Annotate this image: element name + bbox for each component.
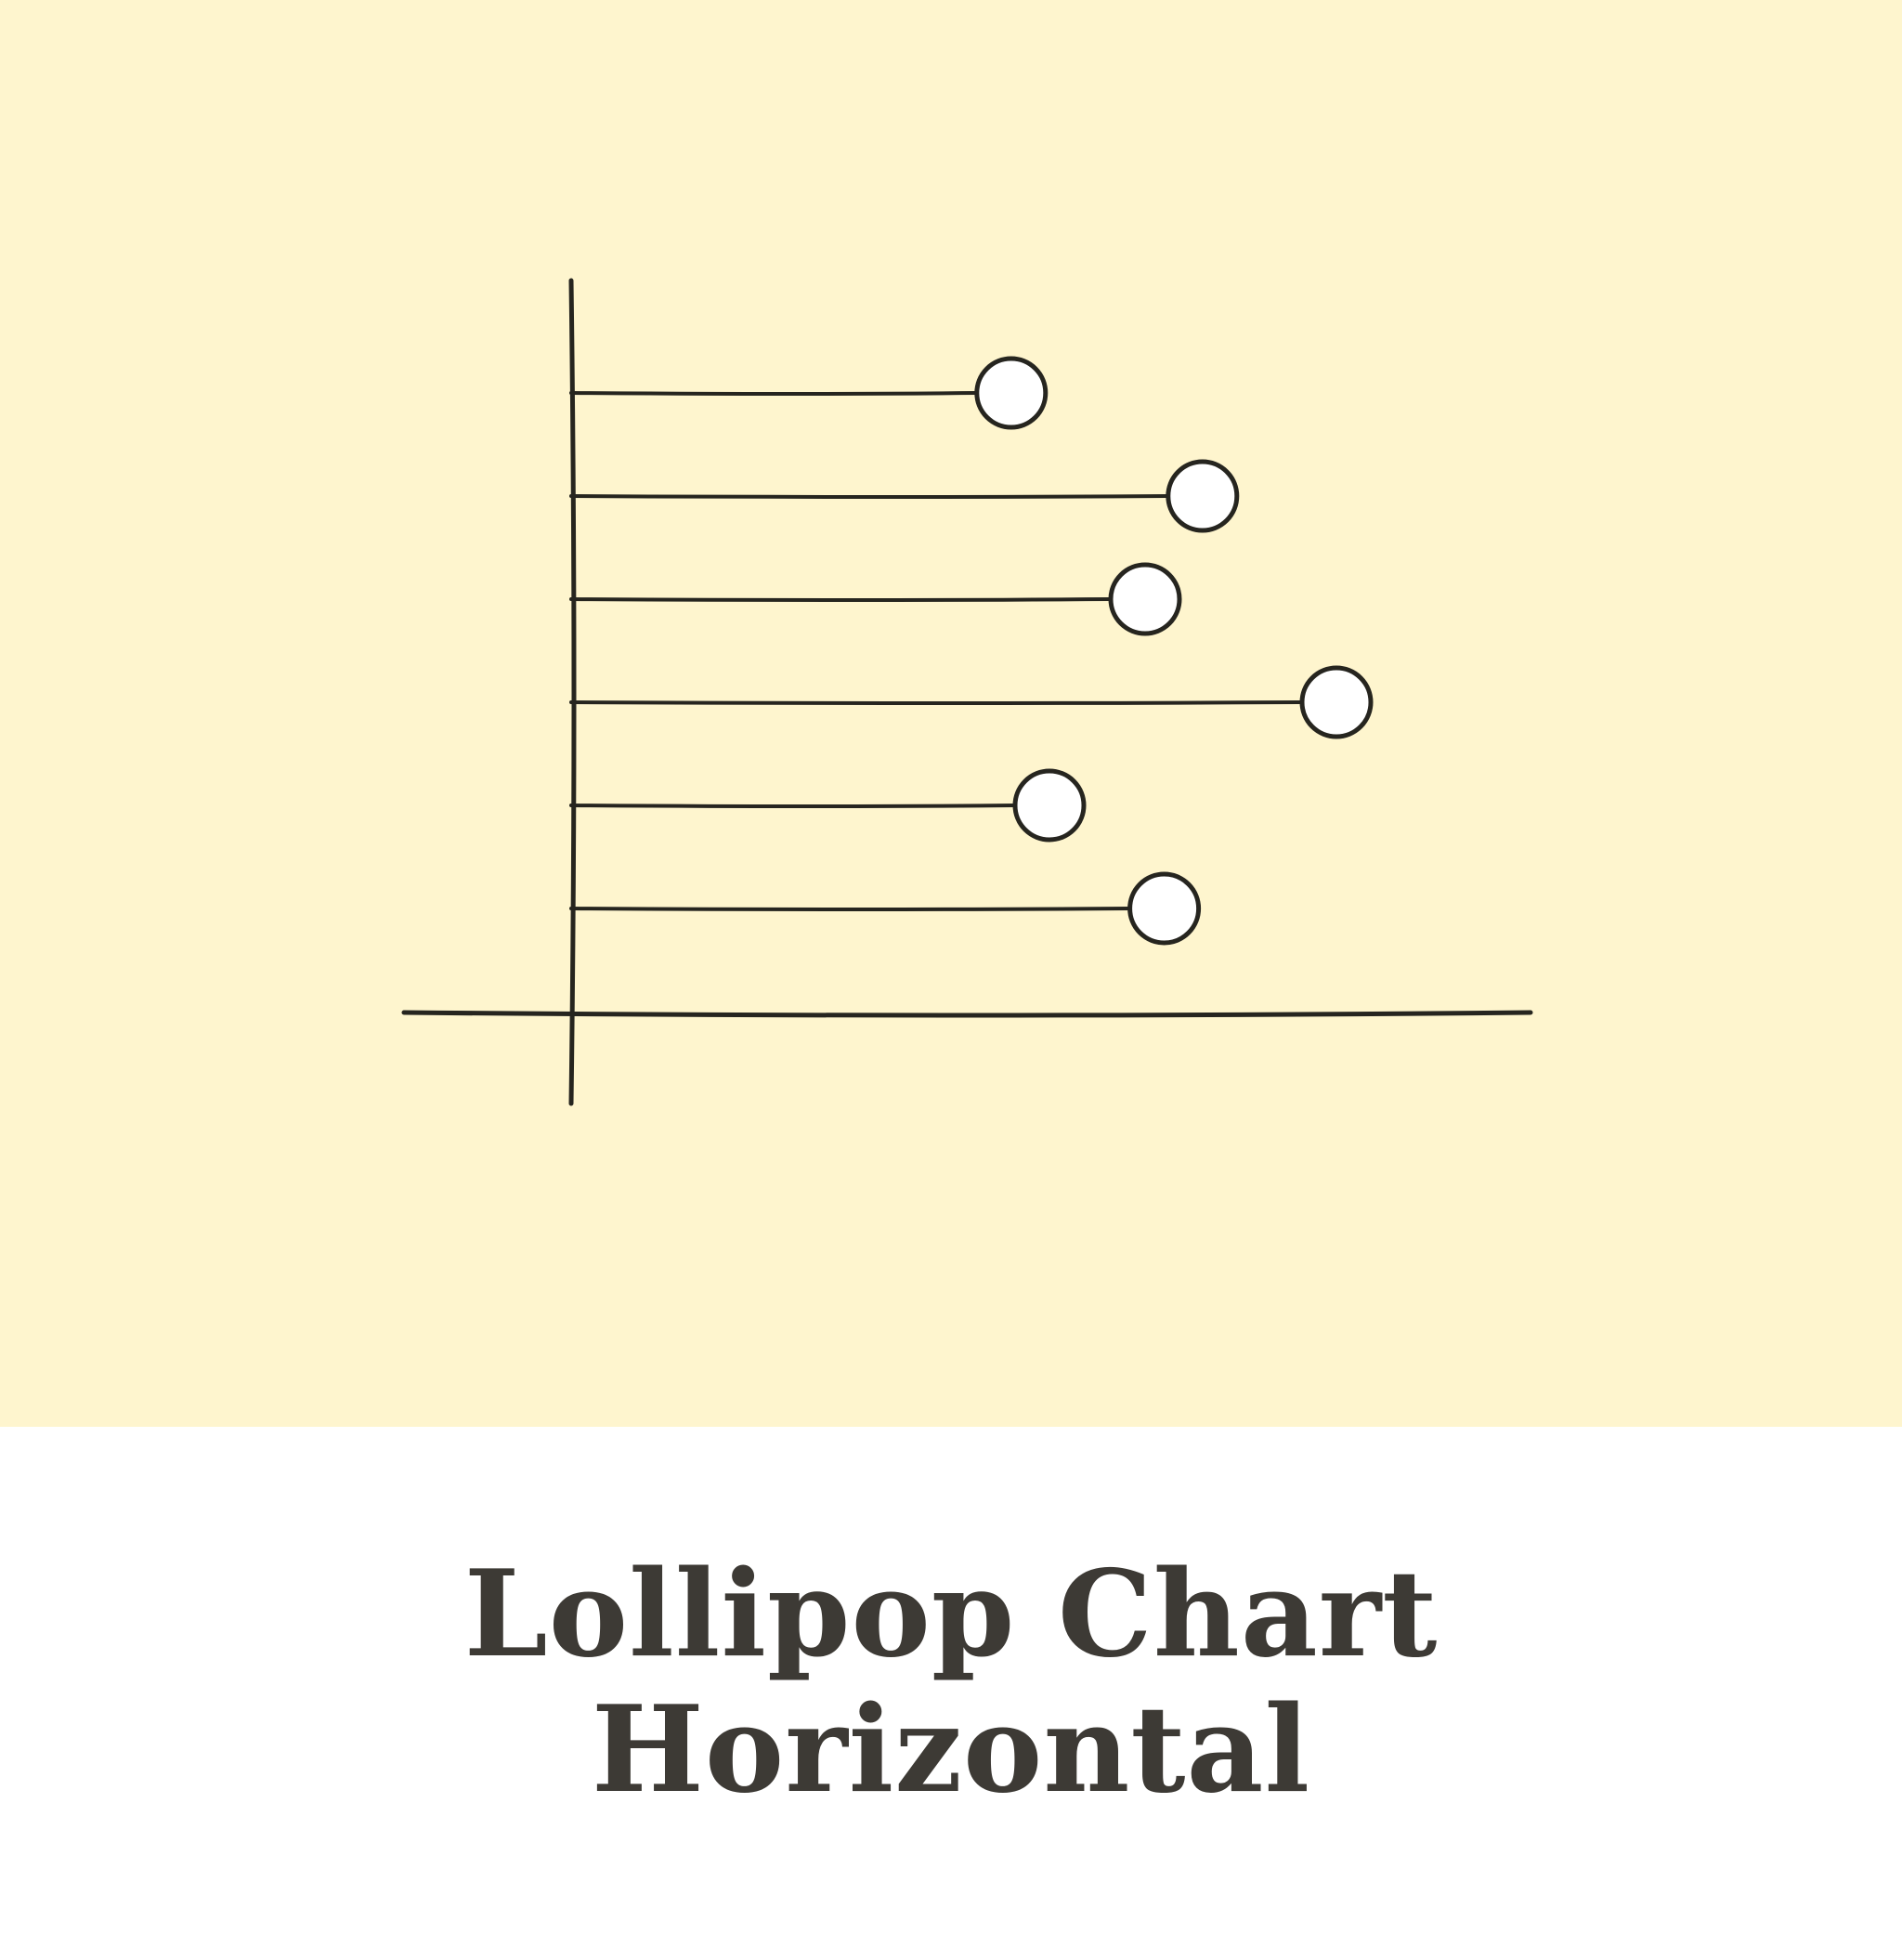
- y-axis-line: [568, 278, 577, 1106]
- lollipop-marker: [1299, 665, 1374, 739]
- lollipop-stem: [569, 804, 1017, 808]
- markers-group: [974, 356, 1374, 946]
- lollipop-marker: [1012, 768, 1087, 843]
- stems-group: [569, 391, 1304, 911]
- x-axis-line: [401, 1010, 1533, 1018]
- lollipop-marker: [1127, 871, 1202, 946]
- lollipop-marker: [974, 356, 1049, 430]
- caption-title-line-2: Horizontal: [591, 1680, 1311, 1820]
- lollipop-marker: [1108, 562, 1182, 636]
- lollipop-stem: [569, 700, 1304, 705]
- lollipop-stem: [569, 391, 979, 396]
- lollipop-stem: [569, 494, 1170, 499]
- lollipop-marker: [1166, 459, 1240, 533]
- chart-caption: Lollipop Chart Horizontal: [0, 1547, 1902, 1818]
- caption-title-line-1: Lollipop Chart: [463, 1545, 1439, 1684]
- chart-illustration: [0, 0, 1902, 1427]
- lollipop-stem: [569, 597, 1113, 602]
- chart-background: [0, 0, 1902, 1427]
- lollipop-chart: [0, 0, 1902, 1427]
- lollipop-stem: [569, 907, 1132, 911]
